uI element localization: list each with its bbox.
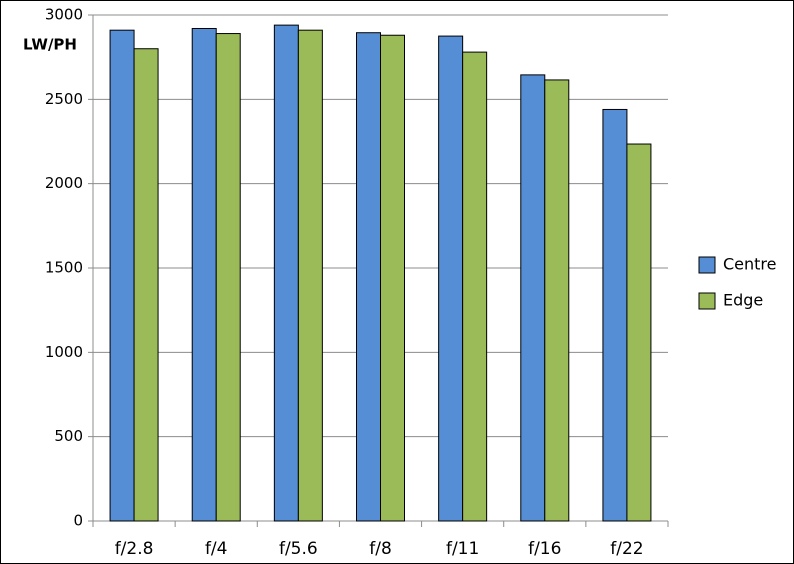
legend-label: Edge: [723, 291, 763, 310]
y-axis-label: LW/PH: [23, 36, 77, 54]
bar: [626, 143, 652, 522]
legend-swatch: [698, 256, 716, 274]
x-tick-label: f/11: [446, 539, 479, 559]
y-tick-label: 0: [73, 512, 83, 530]
x-tick-label: f/8: [369, 539, 392, 559]
legend-label: Centre: [723, 255, 777, 274]
bar: [602, 108, 628, 522]
y-tick-label: 2000: [45, 174, 83, 192]
bar: [191, 27, 217, 522]
y-tick-label: 3000: [45, 6, 83, 24]
x-tick-label: f/4: [205, 539, 228, 559]
bar: [133, 48, 159, 522]
bar: [380, 34, 405, 522]
bar: [544, 79, 570, 522]
bar: [109, 29, 135, 522]
bar: [520, 74, 546, 522]
y-tick-label: 1000: [45, 343, 83, 361]
y-tick-label: 500: [54, 427, 83, 445]
bar: [356, 32, 381, 522]
bar: [273, 24, 299, 522]
bar: [438, 35, 464, 522]
x-tick-label: f/2.8: [115, 539, 154, 559]
legend-swatch: [698, 292, 716, 310]
x-tick-label: f/16: [528, 539, 561, 559]
y-tick-label: 2500: [45, 90, 83, 108]
bar: [297, 29, 323, 522]
y-tick-label: 1500: [45, 259, 83, 277]
bar: [462, 51, 488, 522]
x-tick-label: f/5.6: [279, 539, 318, 559]
bar: [215, 33, 241, 522]
x-tick-label: f/22: [610, 539, 643, 559]
